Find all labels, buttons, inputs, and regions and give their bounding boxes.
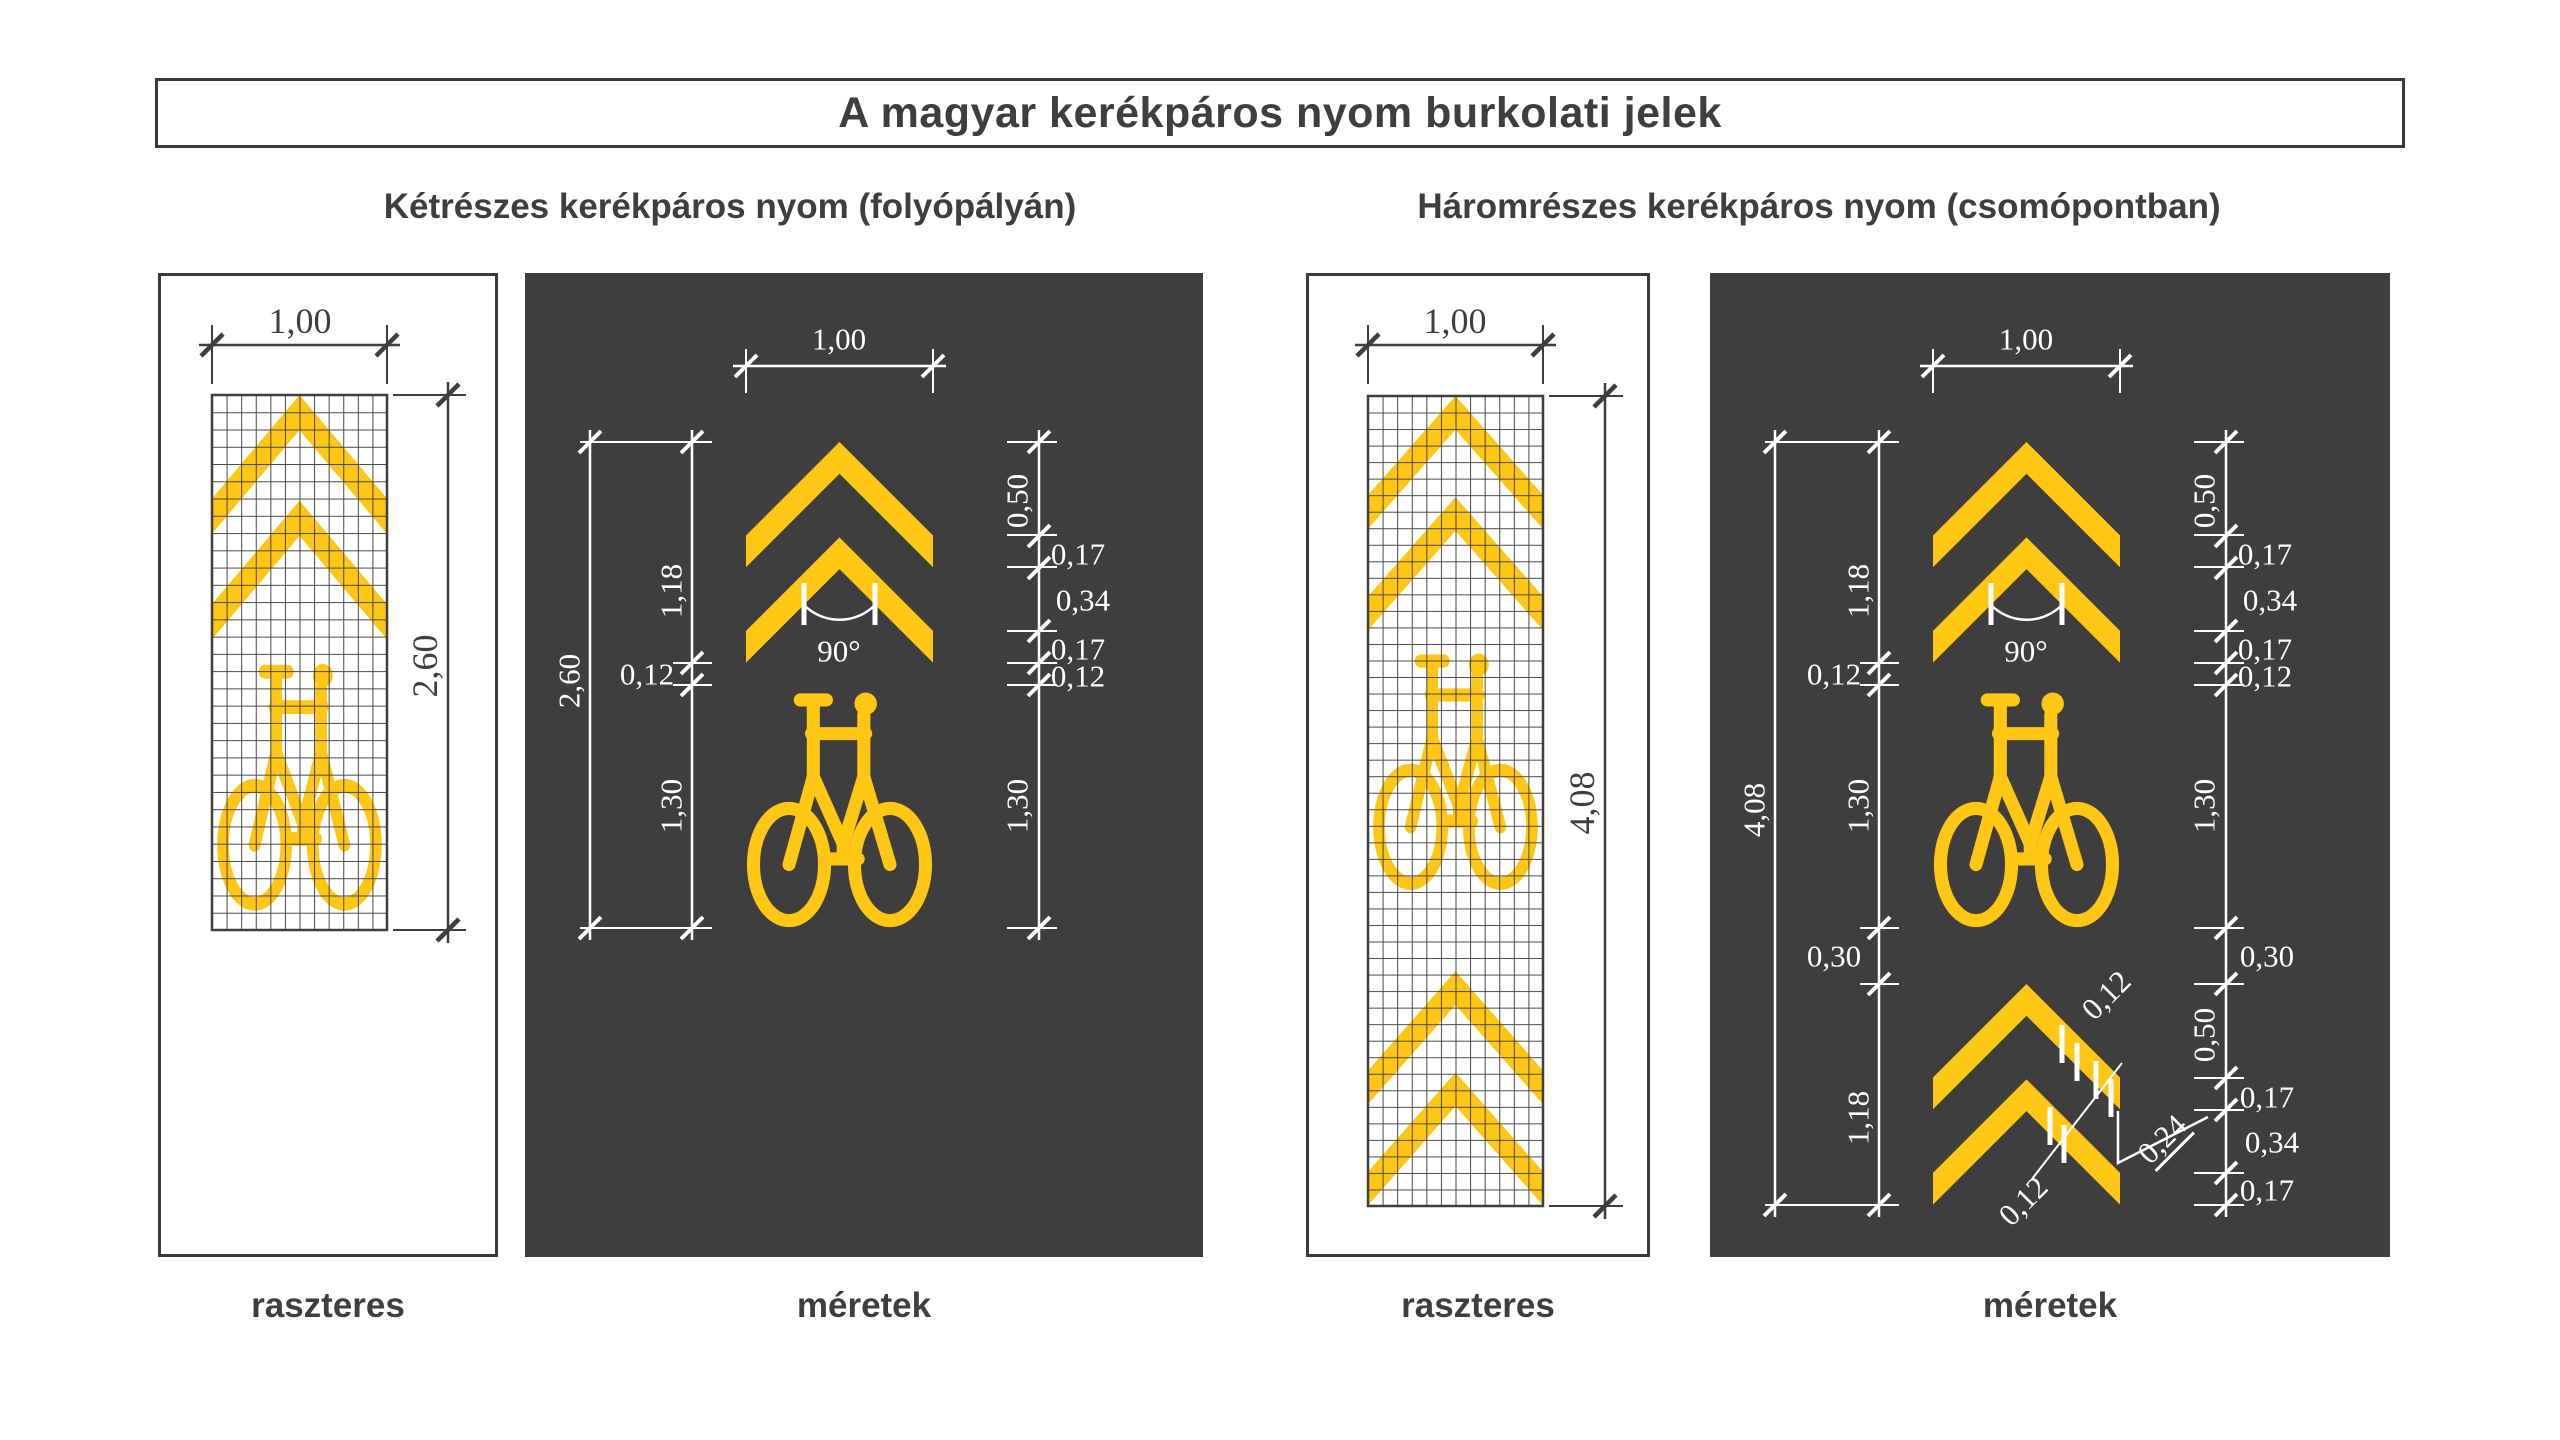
dim-width: 1,00 xyxy=(1998,321,2054,357)
dim-seg-034: 0,34 xyxy=(1055,582,1111,618)
dim-bike-right: 1,30 xyxy=(999,778,1035,834)
left-raster-drawing xyxy=(199,325,466,943)
dim-seg-017-top: 0,17 xyxy=(1050,536,1106,572)
dim-g2-seg-034: 0,34 xyxy=(2244,1124,2300,1160)
dim-height: 4,08 xyxy=(1562,771,1602,835)
dim-seg-012: 0,12 xyxy=(2237,658,2293,694)
dim-seg-017-bottom: 0,17 xyxy=(2237,631,2293,667)
dim-seg-050: 0,50 xyxy=(2186,473,2222,529)
dim-gap2-right: 0,30 xyxy=(2239,938,2295,974)
right-raster-drawing xyxy=(1355,325,1623,1219)
dim-g2-seg-050: 0,50 xyxy=(2186,1007,2222,1063)
dim-chevron-group2: 1,18 xyxy=(1840,1090,1876,1146)
dim-g2-seg-017-top: 0,17 xyxy=(2239,1079,2295,1115)
caption-left-dims: méretek xyxy=(796,1286,932,1325)
dim-seg-017-top: 0,17 xyxy=(2237,536,2293,572)
dim-total-height: 4,08 xyxy=(1736,782,1772,838)
right-dimensions-drawing xyxy=(1762,349,2244,1218)
dim-gap2-left: 0,30 xyxy=(1806,938,1862,974)
dim-total-height: 2,60 xyxy=(551,653,587,709)
dim-g2-seg-017-bottom: 0,17 xyxy=(2239,1172,2295,1208)
dim-height: 2,60 xyxy=(405,634,445,698)
caption-right-raster: raszteres xyxy=(1401,1286,1555,1325)
title-box: A magyar kerékpáros nyom burkolati jelek xyxy=(155,78,2405,148)
dim-angle: 90° xyxy=(2004,633,2048,669)
dim-bike-right: 1,30 xyxy=(2186,778,2222,834)
dim-width: 1,00 xyxy=(268,301,332,341)
dim-seg-050: 0,50 xyxy=(999,473,1035,529)
dim-width: 1,00 xyxy=(811,321,867,357)
dim-chevron-group: 1,18 xyxy=(653,563,689,619)
caption-right-dims: méretek xyxy=(1982,1286,2118,1325)
left-dimensions-drawing xyxy=(577,349,1057,941)
dim-seg-012: 0,12 xyxy=(1050,658,1106,694)
subtitle-two-part: Kétrészes kerékpáros nyom (folyópályán) xyxy=(383,187,1077,226)
caption-left-raster: raszteres xyxy=(251,1286,405,1325)
dim-chevron-group: 1,18 xyxy=(1840,563,1876,619)
dim-gap: 0,12 xyxy=(1806,656,1862,692)
right-raster-panel: 1,00 4,08 xyxy=(1306,273,1650,1257)
dim-bike-left: 1,30 xyxy=(1840,778,1876,834)
subtitle-three-part: Háromrészes kerékpáros nyom (csomópontba… xyxy=(1417,187,2221,226)
dim-seg-034: 0,34 xyxy=(2242,582,2298,618)
left-raster-panel: 1,00 2,60 xyxy=(158,273,498,1257)
page-title: A magyar kerékpáros nyom burkolati jelek xyxy=(838,88,1722,137)
dim-bike-left: 1,30 xyxy=(653,778,689,834)
left-dimensions-panel: 1,00 2,60 1,18 0,12 1,30 0,50 0,17 0,34 … xyxy=(525,273,1203,1257)
dim-width: 1,00 xyxy=(1423,301,1487,341)
dim-angle: 90° xyxy=(817,633,861,669)
dim-gap: 0,12 xyxy=(619,656,675,692)
right-dimensions-panel: 1,00 4,08 1,18 0,12 1,30 0,30 1,18 0,50 … xyxy=(1710,273,2390,1257)
dim-seg-017-bottom: 0,17 xyxy=(1050,631,1106,667)
